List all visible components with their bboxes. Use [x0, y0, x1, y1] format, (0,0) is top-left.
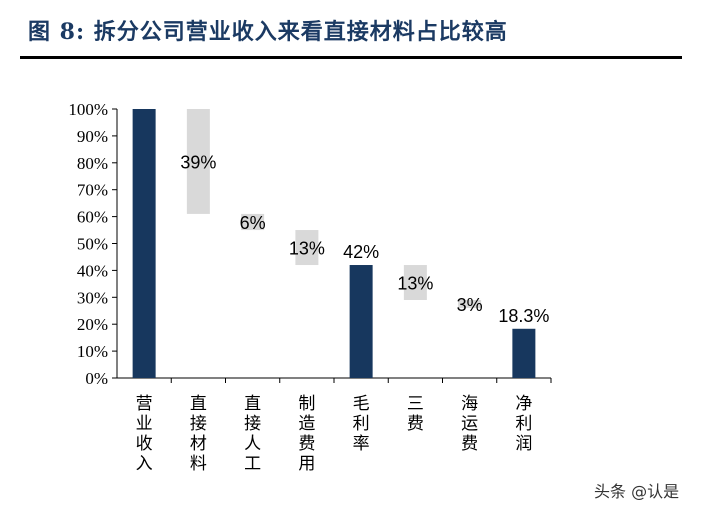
- data-label: 42%: [343, 242, 379, 262]
- watermark: 头条 @认是: [594, 482, 680, 501]
- x-tick-label: 三费: [406, 394, 424, 434]
- y-tick-label: 10%: [77, 342, 108, 361]
- data-label: 6%: [240, 213, 266, 233]
- title-rule: [20, 56, 682, 59]
- bar-decrease: [186, 109, 210, 214]
- data-label: 13%: [289, 239, 325, 259]
- y-tick-label: 20%: [77, 315, 108, 334]
- x-tick-label: 海运费: [461, 394, 479, 454]
- y-tick-label: 60%: [77, 208, 108, 227]
- x-tick-label: 直接人工: [244, 394, 262, 474]
- y-tick-label: 70%: [77, 181, 108, 200]
- x-tick-label: 净利润: [515, 394, 533, 454]
- x-tick-label: 制造费用: [298, 394, 316, 474]
- data-label: 3%: [457, 295, 483, 315]
- x-tick-label: 直接材料: [189, 394, 207, 474]
- bar-decrease: [241, 213, 265, 231]
- x-tick-label: 毛利率: [352, 394, 370, 454]
- x-tick-label: 营业收入: [135, 394, 153, 474]
- y-tick-label: 0%: [85, 369, 108, 388]
- bar-decrease: [295, 230, 319, 266]
- bar-total: [349, 265, 373, 378]
- data-label: 18.3%: [498, 306, 549, 326]
- y-tick-label: 30%: [77, 288, 108, 307]
- bar-total: [132, 109, 156, 378]
- y-tick-label: 100%: [68, 100, 108, 119]
- bar-total: [512, 328, 536, 378]
- y-tick-label: 40%: [77, 261, 108, 280]
- data-label: 13%: [397, 274, 433, 294]
- bar-decrease: [458, 299, 482, 309]
- chart-title: 图 8: 拆分公司营业收入来看直接材料占比较高: [28, 19, 508, 45]
- data-label: 39%: [180, 152, 216, 172]
- y-tick-label: 80%: [77, 154, 108, 173]
- bar-decrease: [403, 265, 427, 300]
- y-tick-label: 90%: [77, 127, 108, 146]
- y-tick-label: 50%: [77, 235, 108, 254]
